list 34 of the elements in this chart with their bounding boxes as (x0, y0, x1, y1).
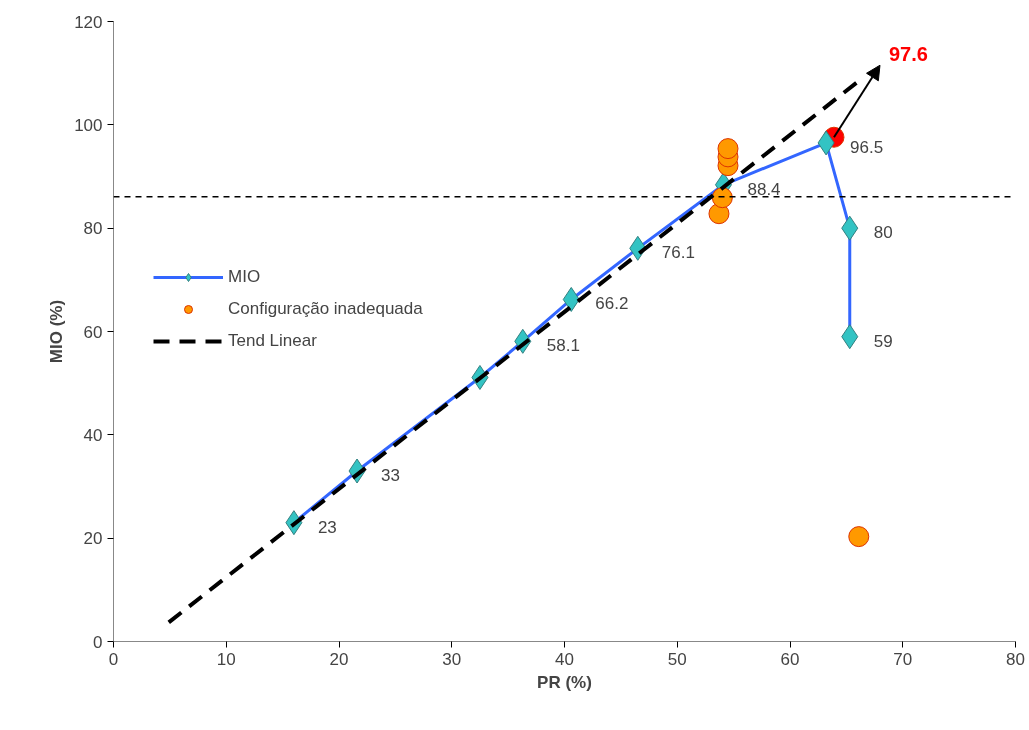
point (717, 138, 739, 160)
data-label: 66.2 (595, 294, 629, 314)
data-label: 59 (873, 331, 893, 351)
x-tick-label: 50 (667, 649, 687, 669)
x-tick-label: 70 (893, 649, 913, 669)
x-tick-label: 80 (1006, 649, 1025, 669)
y-tick-label: 60 (83, 322, 103, 342)
y-tick-label: 120 (74, 12, 103, 32)
data-label: 76.1 (661, 243, 695, 263)
data-label: 88.4 (747, 179, 781, 199)
annotation: 97.6 (888, 43, 928, 66)
data-label: 58.1 (546, 336, 580, 356)
y-tick-label: 40 (83, 425, 103, 445)
y-tick-label: 20 (83, 529, 103, 549)
x-tick-label: 30 (442, 649, 462, 669)
legend-label: Configuração inadequada (228, 299, 423, 319)
data-label: 23 (317, 517, 337, 537)
data-label: 80 (873, 223, 893, 243)
point (848, 526, 870, 548)
x-tick-label: 60 (780, 649, 800, 669)
point (711, 187, 733, 209)
x-tick-label: 0 (108, 649, 119, 669)
x-tick-label: 40 (555, 649, 574, 669)
data-label: 96.5 (850, 137, 884, 157)
legend-label: Tend Linear (228, 331, 317, 351)
data-label: 33 (381, 466, 400, 485)
x-axis-title: PR (%) (537, 672, 592, 692)
legend-label: MIO (228, 267, 261, 287)
y-tick-label: 0 (93, 632, 103, 652)
x-tick-label: 10 (216, 649, 236, 669)
y-axis-title: MIO (%) (47, 299, 67, 364)
y-tick-label: 80 (83, 219, 103, 239)
x-tick-label: 20 (329, 649, 349, 669)
y-tick-label: 100 (74, 115, 103, 135)
